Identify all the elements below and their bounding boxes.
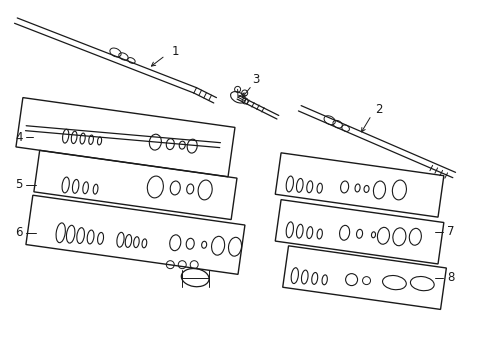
Text: 2: 2	[374, 103, 382, 116]
Text: 3: 3	[252, 73, 259, 86]
Text: 7: 7	[447, 225, 454, 238]
Text: 4: 4	[15, 131, 22, 144]
Text: 5: 5	[15, 179, 22, 192]
Text: 1: 1	[171, 45, 179, 58]
Text: 8: 8	[447, 271, 454, 284]
Text: 6: 6	[15, 226, 22, 239]
